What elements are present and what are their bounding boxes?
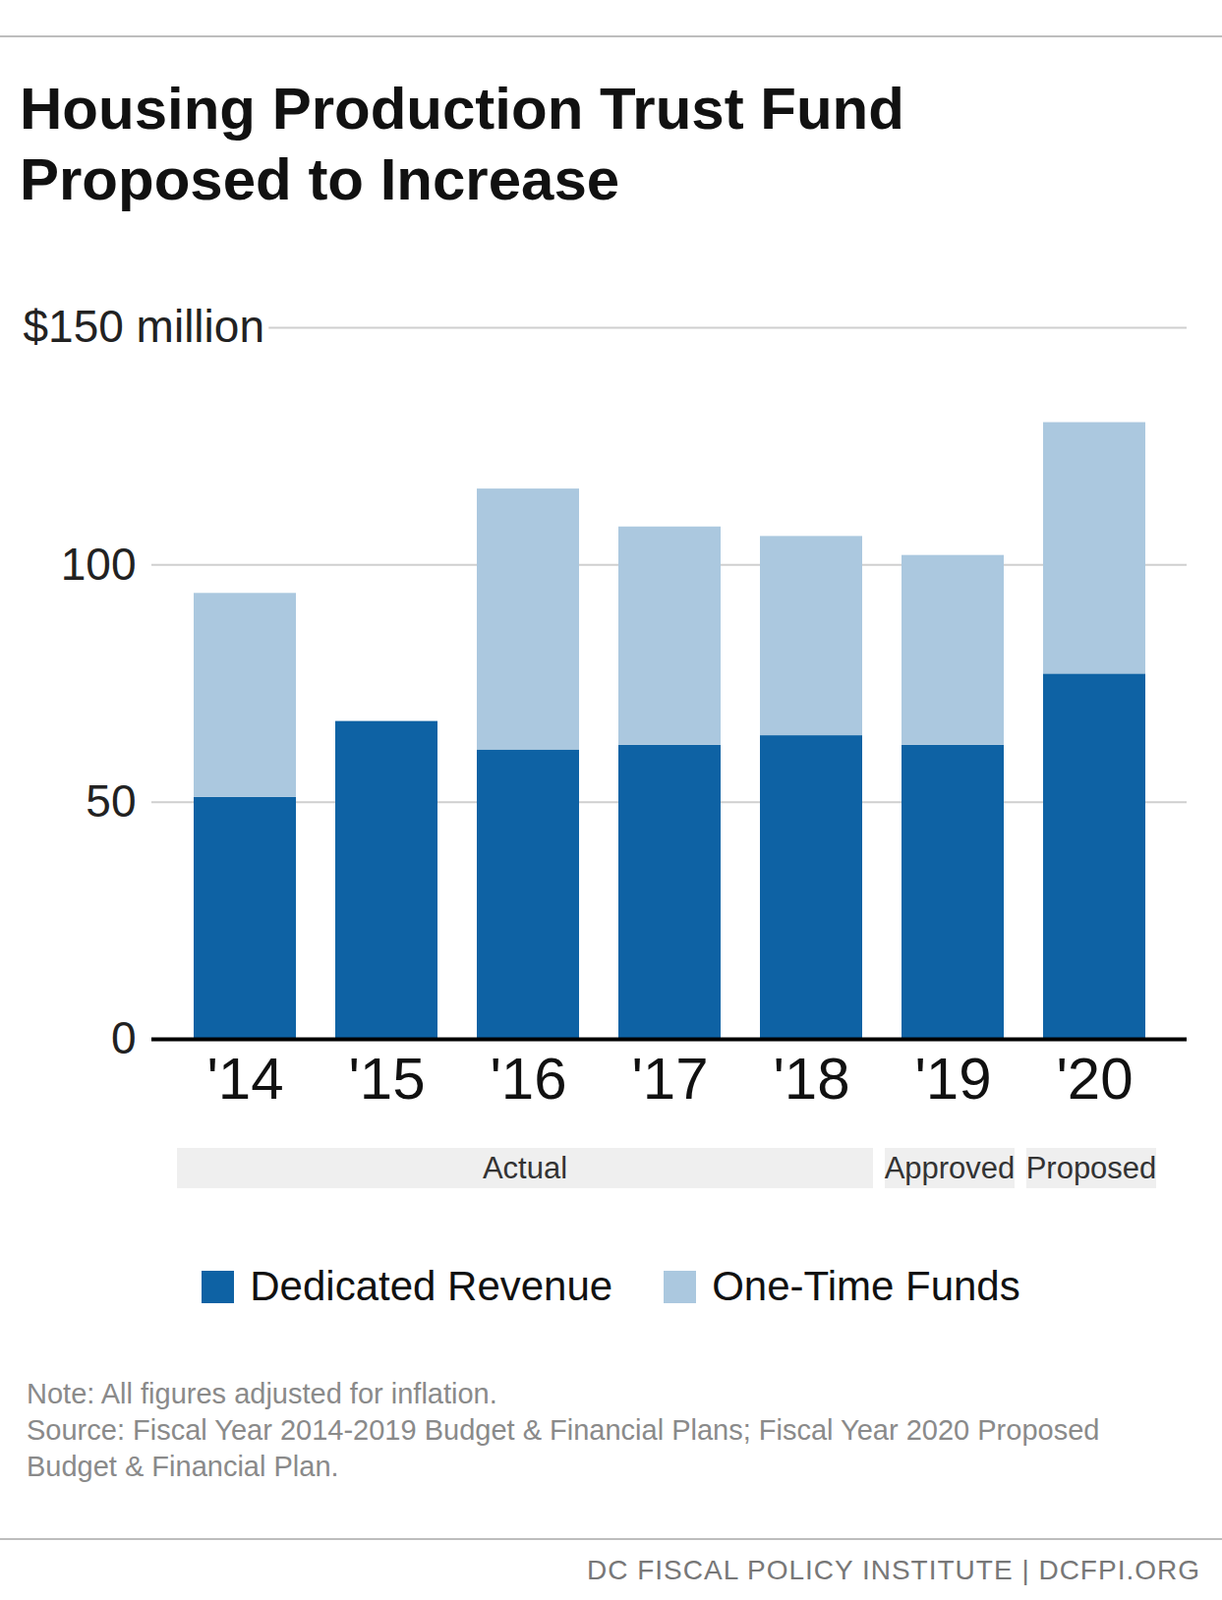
html-text:Note: All figures adjusted for: Note: All figures adjusted for inflation… xyxy=(26,1378,498,1410)
svg-text:'16: '16 xyxy=(489,1046,567,1112)
svg-text:Proposed: Proposed xyxy=(1026,1151,1158,1186)
svg-text:0: 0 xyxy=(111,1012,137,1064)
html-text:DC FISCAL POLICY INSTITUTE | D: DC FISCAL POLICY INSTITUTE | DCFPI.ORG xyxy=(586,1555,1201,1586)
html-text:Source: Fiscal Year 2014-2019: Source: Fiscal Year 2014-2019 Budget & F… xyxy=(26,1414,1100,1483)
svg-text:'14: '14 xyxy=(206,1046,284,1112)
svg-text:'15: '15 xyxy=(348,1046,425,1112)
svg-text:'20: '20 xyxy=(1055,1046,1133,1112)
svg-text:Approved: Approved xyxy=(884,1151,1016,1186)
svg-text:'19: '19 xyxy=(914,1046,991,1112)
svg-text:Actual: Actual xyxy=(482,1151,568,1186)
svg-text:50: 50 xyxy=(85,775,136,827)
svg-text:'18: '18 xyxy=(772,1046,850,1112)
svg-text:'17: '17 xyxy=(631,1046,708,1112)
html-text:Dedicated Revenue: Dedicated Revenue xyxy=(250,1263,613,1310)
svg-text:$150 million: $150 million xyxy=(23,300,265,352)
html-text:One-Time Funds: One-Time Funds xyxy=(711,1263,1021,1310)
svg-text:100: 100 xyxy=(60,538,137,590)
html-text:Housing Production Trust Fund: Housing Production Trust Fund Proposed t… xyxy=(19,75,905,213)
